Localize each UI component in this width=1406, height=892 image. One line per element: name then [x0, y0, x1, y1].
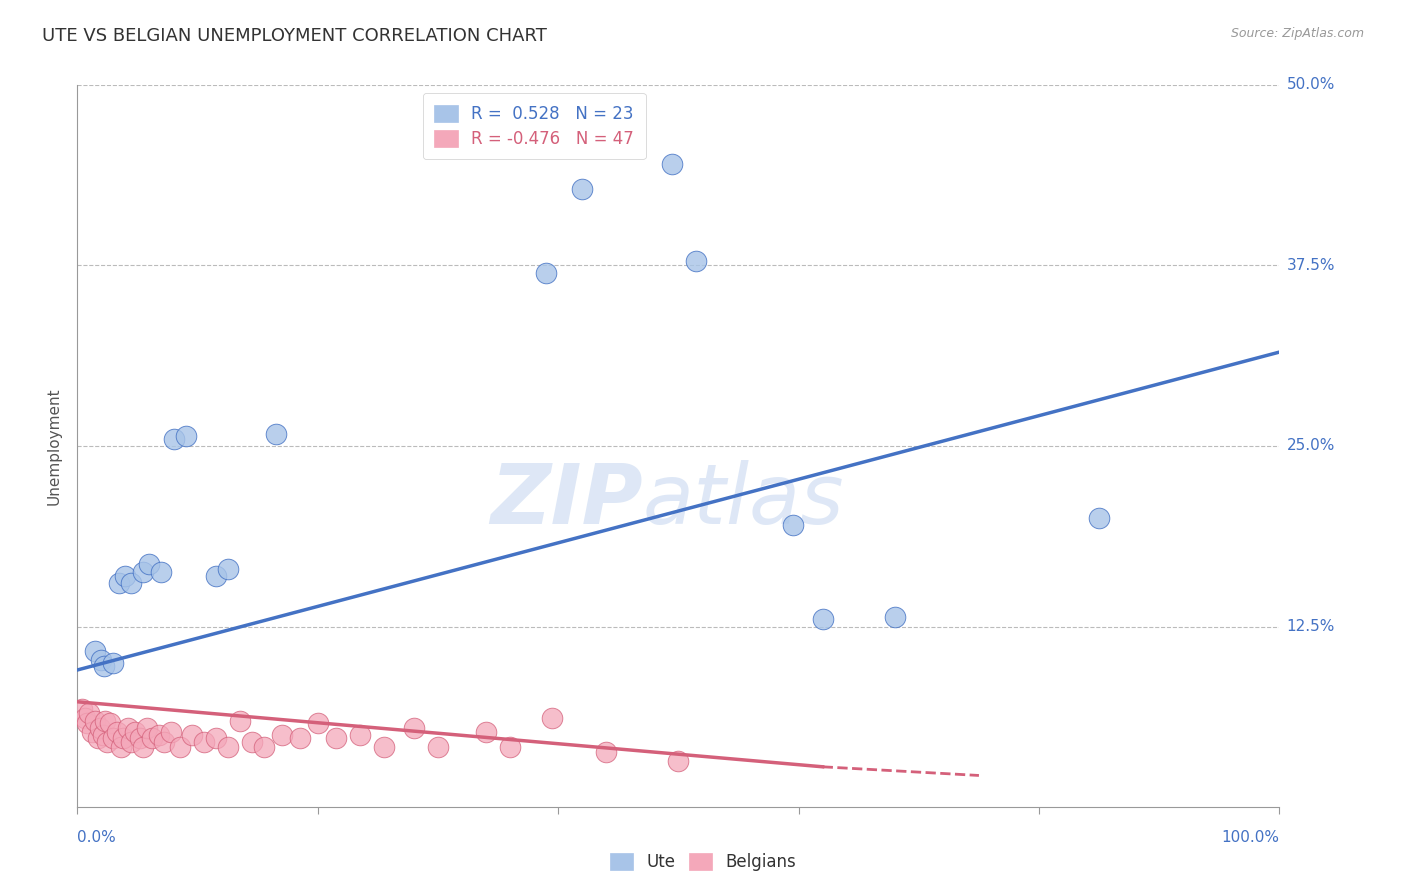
Text: Source: ZipAtlas.com: Source: ZipAtlas.com: [1230, 27, 1364, 40]
Point: [217, 562, 239, 576]
Point: [148, 728, 170, 742]
Point: [90, 653, 112, 667]
Point: [475, 725, 498, 739]
Point: [668, 754, 690, 768]
Text: 25.0%: 25.0%: [1286, 439, 1334, 453]
Point: [264, 427, 287, 442]
Point: [534, 266, 557, 280]
Point: [270, 728, 292, 742]
Point: [136, 721, 159, 735]
Point: [132, 565, 155, 579]
Point: [70, 702, 93, 716]
Y-axis label: Unemployment: Unemployment: [46, 387, 62, 505]
Point: [124, 725, 146, 739]
Point: [120, 735, 142, 749]
Point: [325, 731, 347, 745]
Point: [128, 731, 150, 745]
Point: [373, 739, 395, 754]
Point: [1088, 511, 1111, 525]
Legend: Ute, Belgians: Ute, Belgians: [602, 845, 804, 880]
Point: [91, 728, 114, 742]
Point: [103, 656, 125, 670]
Text: 50.0%: 50.0%: [1286, 78, 1334, 92]
Point: [228, 714, 250, 728]
Point: [253, 739, 276, 754]
Text: 37.5%: 37.5%: [1286, 258, 1334, 273]
Point: [120, 576, 142, 591]
Point: [204, 569, 226, 583]
Point: [73, 711, 96, 725]
Point: [288, 731, 311, 745]
Point: [98, 716, 121, 731]
Point: [89, 721, 111, 735]
Point: [541, 711, 564, 725]
Point: [94, 714, 117, 728]
Point: [87, 731, 110, 745]
Point: [93, 658, 115, 673]
Point: [138, 558, 160, 572]
Point: [105, 725, 128, 739]
Point: [132, 739, 155, 754]
Point: [150, 565, 173, 579]
Point: [79, 706, 101, 721]
Text: 12.5%: 12.5%: [1286, 619, 1334, 634]
Point: [162, 432, 184, 446]
Point: [114, 569, 136, 583]
Point: [685, 254, 707, 268]
Point: [103, 731, 125, 745]
Point: [193, 735, 215, 749]
Point: [204, 731, 226, 745]
Point: [169, 739, 191, 754]
Point: [217, 739, 239, 754]
Point: [96, 735, 118, 749]
Text: 100.0%: 100.0%: [1222, 830, 1279, 845]
Text: 0.0%: 0.0%: [77, 830, 117, 845]
Text: ZIP: ZIP: [489, 460, 643, 541]
Point: [160, 725, 183, 739]
Point: [427, 739, 450, 754]
Text: atlas: atlas: [643, 460, 844, 541]
Point: [883, 609, 905, 624]
Point: [110, 739, 132, 754]
Point: [153, 735, 176, 749]
Point: [117, 721, 139, 735]
Point: [174, 429, 197, 443]
Point: [180, 728, 202, 742]
Point: [811, 612, 834, 626]
Point: [111, 731, 134, 745]
Point: [595, 745, 617, 759]
Point: [84, 714, 107, 728]
Point: [782, 518, 804, 533]
Text: UTE VS BELGIAN UNEMPLOYMENT CORRELATION CHART: UTE VS BELGIAN UNEMPLOYMENT CORRELATION …: [42, 27, 547, 45]
Point: [80, 725, 103, 739]
Point: [499, 739, 522, 754]
Point: [108, 576, 131, 591]
Point: [84, 644, 107, 658]
Legend: R =  0.528   N = 23, R = -0.476   N = 47: R = 0.528 N = 23, R = -0.476 N = 47: [423, 93, 645, 160]
Point: [661, 157, 683, 171]
Point: [349, 728, 371, 742]
Point: [307, 716, 329, 731]
Point: [141, 731, 163, 745]
Point: [76, 716, 98, 731]
Point: [402, 721, 425, 735]
Point: [240, 735, 263, 749]
Point: [571, 182, 593, 196]
